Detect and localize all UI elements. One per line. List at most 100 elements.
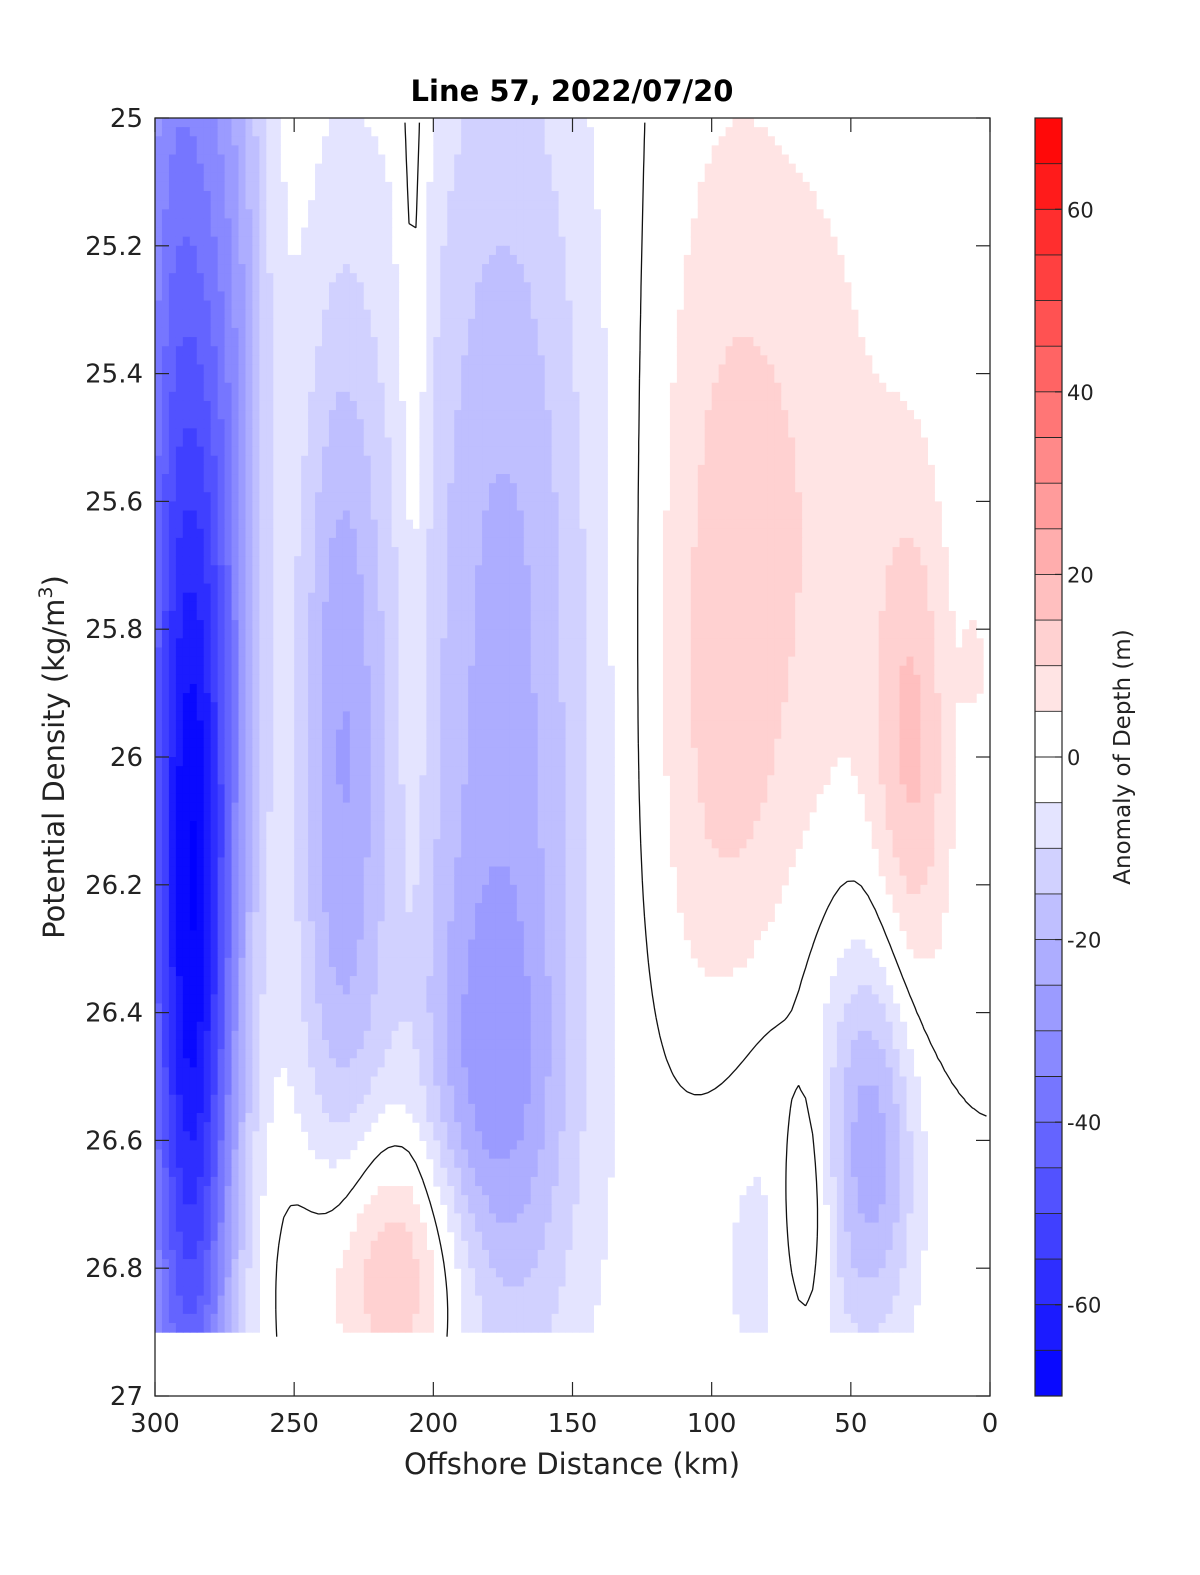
- heatmap-cell: [871, 437, 880, 448]
- heatmap-cell: [363, 136, 372, 146]
- heatmap-cell: [746, 163, 755, 174]
- heatmap-cell: [168, 373, 177, 384]
- heatmap-cell: [829, 318, 838, 329]
- heatmap-cell: [572, 245, 581, 256]
- heatmap-cell: [537, 318, 546, 329]
- heatmap-cell: [294, 437, 302, 448]
- heatmap-cell: [774, 419, 782, 429]
- heatmap-cell: [363, 154, 372, 165]
- heatmap-cell: [697, 282, 706, 293]
- heatmap-cell: [593, 264, 601, 274]
- heatmap-cell: [753, 528, 761, 539]
- heatmap-cell: [363, 181, 372, 192]
- heatmap-cell: [697, 337, 706, 347]
- heatmap-cell: [920, 620, 928, 630]
- heatmap-cell: [523, 446, 532, 457]
- heatmap-cell: [593, 464, 601, 475]
- heatmap-cell: [447, 191, 455, 201]
- heatmap-cell: [760, 236, 768, 247]
- heatmap-cell: [878, 574, 887, 585]
- heatmap-cell: [349, 483, 358, 493]
- heatmap-cell: [704, 382, 713, 393]
- heatmap-cell: [335, 191, 344, 201]
- heatmap-cell: [809, 291, 817, 302]
- heatmap-cell: [600, 574, 608, 585]
- heatmap-cell: [377, 464, 386, 475]
- heatmap-cell: [551, 428, 560, 439]
- heatmap-cell: [697, 556, 706, 566]
- heatmap-cell: [398, 400, 407, 411]
- heatmap-cell: [266, 629, 274, 639]
- heatmap-cell: [168, 227, 177, 238]
- heatmap-cell: [231, 355, 240, 366]
- heatmap-cell: [259, 528, 267, 539]
- heatmap-cell: [732, 574, 741, 585]
- heatmap-cell: [224, 574, 233, 585]
- heatmap-cell: [308, 264, 316, 274]
- heatmap-cell: [495, 273, 504, 283]
- heatmap-cell: [495, 492, 504, 502]
- heatmap-cell: [245, 565, 254, 576]
- heatmap-cell: [495, 528, 504, 539]
- heatmap-cell: [802, 291, 810, 302]
- heatmap-cell: [676, 318, 685, 329]
- heatmap-cell: [669, 474, 678, 484]
- heatmap-cell: [203, 620, 212, 630]
- heatmap-cell: [189, 163, 198, 174]
- heatmap-cell: [871, 556, 880, 566]
- heatmap-cell: [586, 419, 594, 429]
- heatmap-cell: [168, 218, 177, 229]
- heatmap-cell: [676, 510, 685, 521]
- heatmap-cell: [363, 519, 372, 530]
- heatmap-cell: [850, 318, 859, 329]
- heatmap-cell: [377, 181, 386, 192]
- heatmap-cell: [315, 464, 323, 475]
- heatmap-cell: [753, 127, 761, 137]
- heatmap-cell: [767, 382, 775, 393]
- heatmap-cell: [746, 364, 755, 375]
- heatmap-cell: [718, 474, 727, 484]
- heatmap-cell: [753, 483, 761, 493]
- heatmap-cell: [224, 364, 233, 375]
- heatmap-cell: [175, 364, 184, 375]
- heatmap-cell: [829, 528, 838, 539]
- heatmap-cell: [419, 610, 427, 621]
- heatmap-cell: [308, 291, 316, 302]
- heatmap-cell: [273, 346, 281, 356]
- heatmap-cell: [669, 574, 678, 585]
- heatmap-cell: [419, 391, 427, 402]
- heatmap-cell: [823, 528, 831, 539]
- heatmap-cell: [509, 172, 518, 183]
- heatmap-cell: [468, 127, 476, 137]
- heatmap-cell: [523, 163, 532, 174]
- heatmap-cell: [252, 629, 260, 639]
- heatmap-cell: [155, 273, 163, 283]
- heatmap-cell: [572, 282, 581, 293]
- heatmap-cell: [328, 318, 337, 329]
- heatmap-cell: [231, 154, 240, 165]
- heatmap-cell: [572, 309, 581, 320]
- heatmap-cell: [885, 428, 894, 439]
- heatmap-cell: [537, 373, 546, 384]
- heatmap-cell: [551, 510, 560, 521]
- heatmap-cell: [732, 154, 741, 165]
- heatmap-cell: [718, 610, 727, 621]
- heatmap-cell: [175, 264, 184, 274]
- heatmap-cell: [391, 318, 400, 329]
- heatmap-cell: [210, 373, 219, 384]
- heatmap-cell: [739, 154, 748, 165]
- heatmap-cell: [426, 181, 434, 192]
- heatmap-cell: [544, 309, 553, 320]
- heatmap-cell: [718, 282, 727, 293]
- heatmap-cell: [252, 373, 260, 384]
- heatmap-cell: [495, 501, 504, 512]
- heatmap-cell: [516, 218, 525, 229]
- heatmap-cell: [419, 519, 427, 530]
- heatmap-cell: [843, 327, 852, 338]
- heatmap-cell: [322, 474, 330, 484]
- heatmap-cell: [342, 400, 351, 411]
- heatmap-cell: [280, 273, 288, 283]
- heatmap-cell: [690, 227, 699, 238]
- heatmap-cell: [189, 565, 198, 576]
- heatmap-cell: [489, 483, 497, 493]
